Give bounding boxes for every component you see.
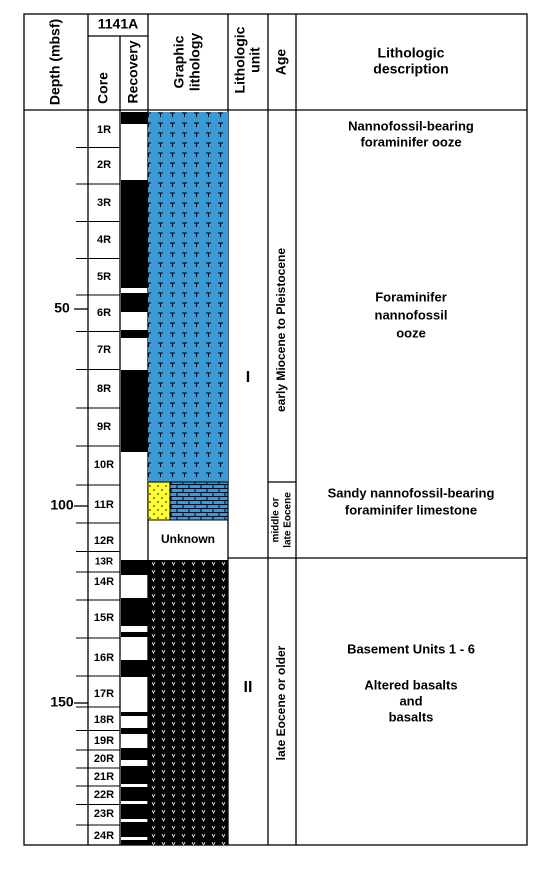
labels: 1141A Depth (mbsf) Core Recovery Graphic lith…	[47, 16, 495, 842]
core-label: 1R	[97, 124, 111, 136]
core-label: 15R	[94, 612, 114, 624]
description-header: Lithologic	[378, 45, 445, 61]
description-text: nannofossil	[375, 307, 448, 322]
recovery-block	[121, 728, 148, 734]
graphic-lithology	[147, 112, 229, 845]
description-text: foraminifer limestone	[345, 502, 477, 517]
unit-label: I	[246, 369, 250, 386]
description-text: foraminifer ooze	[360, 134, 461, 149]
recovery-block	[121, 112, 148, 124]
core-label: 10R	[94, 459, 114, 471]
core-label: 11R	[94, 499, 114, 511]
recovery-block	[121, 660, 148, 677]
depth-label: 50	[54, 300, 70, 316]
core-label: 23R	[94, 808, 114, 820]
recovery-block	[121, 712, 148, 716]
depth-header: Depth (mbsf)	[47, 19, 63, 105]
description-text: Sandy nannofossil-bearing	[328, 485, 495, 500]
core-label: 17R	[94, 688, 114, 700]
core-label: 21R	[94, 771, 114, 783]
recovery	[121, 112, 148, 845]
unknown-label: Unknown	[161, 532, 215, 546]
recovery-block	[121, 632, 148, 637]
core-label: 13R	[95, 557, 114, 568]
age-label: late Eocene or older	[274, 645, 288, 760]
depth-label: 150	[50, 694, 74, 710]
recovery-block	[121, 370, 148, 452]
description-text: Basement Units 1 - 6	[347, 641, 475, 656]
description-text: and	[399, 693, 422, 708]
description-text: Foraminifer	[375, 289, 447, 304]
recovery-block	[121, 293, 148, 312]
core-label: 14R	[94, 576, 114, 588]
age-label: middle or	[271, 497, 282, 542]
core-label: 16R	[94, 652, 114, 664]
core-label: 19R	[94, 735, 114, 747]
recovery-block	[121, 787, 148, 801]
description-text: Altered basalts	[364, 677, 457, 692]
recovery-block	[121, 840, 148, 845]
sand-fill	[147, 481, 171, 521]
core-label: 24R	[94, 830, 114, 842]
age-label: late Eocene	[283, 492, 294, 548]
recovery-block	[121, 804, 148, 819]
recovery-header: Recovery	[125, 40, 141, 103]
description-text: basalts	[389, 709, 434, 724]
core-label: 12R	[94, 535, 114, 547]
core-label: 22R	[94, 789, 114, 801]
core-header: Core	[95, 72, 111, 104]
core-label: 3R	[97, 197, 111, 209]
recovery-block	[121, 330, 148, 338]
description-header: description	[373, 61, 448, 77]
basalt-fill	[148, 560, 228, 845]
recovery-block	[121, 180, 148, 288]
graphic-header: Graphic	[171, 35, 187, 88]
description-text: ooze	[396, 325, 426, 340]
core-column	[76, 147, 120, 826]
core-label: 20R	[94, 753, 114, 765]
outer-border	[23, 13, 528, 846]
description-text: Nannofossil-bearing	[348, 118, 474, 133]
age-header: Age	[273, 49, 289, 76]
unit-header: Lithologic	[232, 26, 248, 93]
unit-header: unit	[247, 47, 263, 73]
core-label: 6R	[97, 307, 111, 319]
depth-label: 100	[50, 497, 74, 513]
unit-label: II	[244, 679, 253, 696]
limestone-fill	[169, 481, 229, 521]
hole-label: 1141A	[98, 16, 138, 32]
recovery-block	[121, 822, 148, 837]
recovery-block	[121, 560, 148, 575]
core-label: 5R	[97, 271, 111, 283]
ooze-fill	[148, 112, 228, 482]
core-label: 2R	[97, 159, 111, 171]
recovery-block	[121, 598, 148, 626]
core-label: 4R	[97, 234, 111, 246]
graphic-header: lithology	[187, 33, 203, 92]
core-label: 9R	[97, 421, 111, 433]
core-label: 8R	[97, 383, 111, 395]
core-label: 18R	[94, 714, 114, 726]
age-label: early Miocene to Pleistocene	[274, 248, 288, 412]
core-label: 7R	[97, 344, 111, 356]
recovery-block	[121, 748, 148, 760]
recovery-block	[121, 766, 148, 784]
